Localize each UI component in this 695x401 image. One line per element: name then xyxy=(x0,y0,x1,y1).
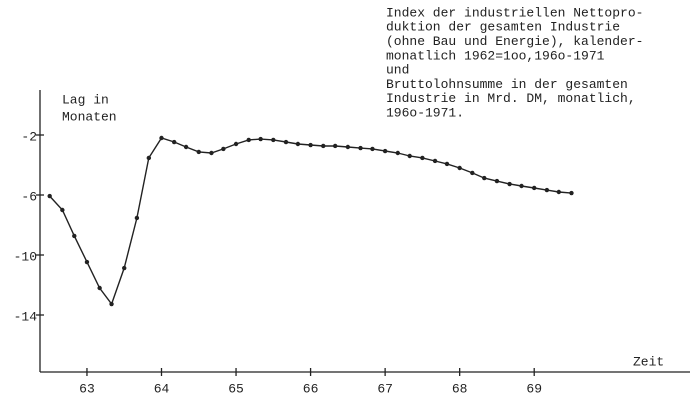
data-point xyxy=(146,155,152,161)
x-tick-label: 63 xyxy=(79,381,95,396)
data-point xyxy=(482,175,487,181)
data-point xyxy=(470,170,475,176)
data-point xyxy=(532,185,537,191)
data-point xyxy=(134,215,140,221)
y-tick-label: -2 xyxy=(21,129,37,144)
x-tick-label: 64 xyxy=(154,381,170,396)
data-point xyxy=(569,190,574,196)
data-point xyxy=(556,189,562,195)
annotation: monatlich 1962=1oo,196o-1971 xyxy=(386,48,605,63)
annotation: duktion der gesamten Industrie xyxy=(386,20,620,35)
data-point xyxy=(196,149,201,155)
data-point xyxy=(60,207,65,213)
x-tick-label: 65 xyxy=(228,381,244,396)
annotation: 196o-1971. xyxy=(386,106,464,121)
data-point xyxy=(171,139,177,145)
data-point xyxy=(109,301,114,307)
y-tick-label: -14 xyxy=(14,309,38,324)
data-point xyxy=(271,137,276,143)
annotation: (ohne Bau und Energie), kalender- xyxy=(386,34,643,49)
data-point xyxy=(159,135,164,141)
data-point xyxy=(507,181,512,187)
data-point xyxy=(420,155,425,161)
data-point xyxy=(84,259,90,265)
data-point xyxy=(295,141,301,147)
data-point xyxy=(358,145,363,151)
y-tick-label: -6 xyxy=(21,189,37,204)
data-point xyxy=(308,142,313,148)
data-point xyxy=(395,150,400,156)
data-point xyxy=(370,146,375,152)
annotation: und xyxy=(386,63,409,78)
data-point xyxy=(221,146,226,152)
data-point xyxy=(382,148,388,154)
data-point xyxy=(97,285,102,291)
x-tick-label: 67 xyxy=(377,381,393,396)
data-point xyxy=(345,144,351,150)
x-tick-label: 68 xyxy=(452,381,468,396)
data-point xyxy=(183,144,189,150)
data-point xyxy=(332,143,338,149)
data-point xyxy=(519,183,524,189)
y-tick-label: -10 xyxy=(14,249,37,264)
data-point xyxy=(544,187,550,193)
data-point xyxy=(321,143,326,149)
data-point xyxy=(209,150,214,156)
data-point xyxy=(246,137,251,143)
data-point xyxy=(432,158,438,164)
data-point xyxy=(47,193,52,199)
data-point xyxy=(444,161,450,167)
data-point xyxy=(407,153,412,159)
y-axis-label: Lag in xyxy=(62,92,109,107)
annotation: Index der industriellen Nettopro- xyxy=(386,5,643,20)
y-axis-label: Monaten xyxy=(62,109,117,124)
data-point xyxy=(283,139,289,145)
data-point xyxy=(122,265,127,271)
x-tick-label: 69 xyxy=(526,381,542,396)
x-axis-label: Zeit xyxy=(633,354,664,369)
data-line xyxy=(49,137,572,306)
data-point xyxy=(494,178,500,184)
data-point xyxy=(258,136,263,142)
annotation: Bruttolohnsumme in der gesamten xyxy=(386,77,628,92)
data-point xyxy=(72,233,77,239)
x-tick-label: 66 xyxy=(303,381,319,396)
data-point xyxy=(457,165,462,171)
annotation: Industrie in Mrd. DM, monatlich, xyxy=(386,91,636,106)
data-point xyxy=(233,141,239,147)
